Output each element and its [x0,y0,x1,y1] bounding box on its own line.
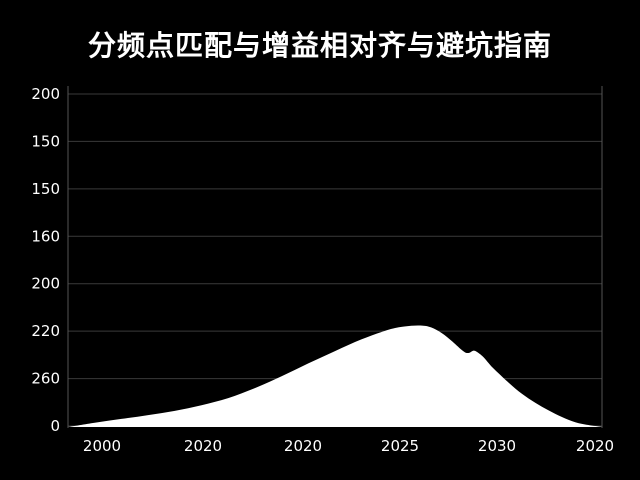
y-tick-label: 150 [31,132,60,150]
area-series [68,325,602,427]
y-tick-label: 260 [31,370,60,388]
y-tick-label: 200 [31,85,60,103]
chart-title: 分频点匹配与增益相对齐与避坑指南 [87,29,552,62]
x-tick-label: 2000 [83,437,121,455]
x-tick-label: 2020 [576,437,614,455]
y-axis-ticks: 200 150 150 160 200 220 260 0 [31,85,60,435]
x-tick-label: 2030 [478,437,516,455]
y-tick-label: 0 [50,417,60,435]
y-tick-label: 150 [31,180,60,198]
x-tick-label: 2020 [284,437,322,455]
x-tick-label: 2025 [381,437,419,455]
x-tick-label: 2020 [184,437,222,455]
y-tick-label: 160 [31,227,60,245]
y-tick-label: 200 [31,275,60,293]
y-tick-label: 220 [31,322,60,340]
x-axis-ticks: 2000 2020 2020 2025 2030 2020 [83,437,614,455]
